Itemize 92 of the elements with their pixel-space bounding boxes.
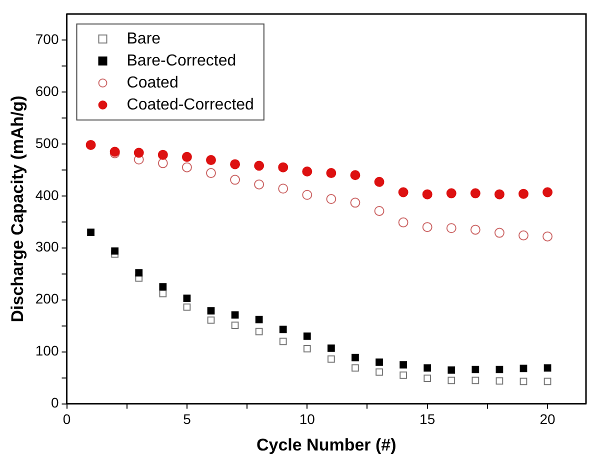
- point: [448, 366, 456, 374]
- point: [400, 361, 407, 368]
- point: [182, 152, 192, 162]
- point: [446, 223, 456, 234]
- point: [542, 231, 553, 242]
- point: [207, 316, 215, 324]
- point: [182, 162, 192, 172]
- point: [158, 150, 168, 160]
- legend-label: Coated-Corrected: [126, 96, 254, 114]
- y-axis-title: Discharge Capacity (mAh/g): [8, 96, 27, 322]
- point: [206, 155, 216, 166]
- point: [278, 162, 288, 172]
- point: [135, 269, 143, 277]
- y-tick-label: 300: [35, 238, 59, 255]
- legend-label: Bare-Corrected: [126, 52, 236, 70]
- point: [472, 366, 480, 374]
- point: [326, 168, 336, 178]
- point: [422, 189, 432, 200]
- point: [470, 188, 480, 198]
- x-axis-title: Cycle Number (#): [256, 435, 396, 454]
- point: [183, 294, 191, 302]
- point: [231, 311, 239, 319]
- point: [87, 228, 94, 236]
- point: [183, 303, 191, 311]
- point: [254, 160, 264, 171]
- legend-label: Coated: [126, 74, 178, 92]
- point: [159, 283, 167, 291]
- point: [542, 187, 553, 198]
- point: [496, 377, 504, 385]
- point: [376, 358, 383, 366]
- point: [446, 188, 456, 198]
- point: [254, 179, 264, 190]
- point: [494, 189, 504, 200]
- point: [470, 224, 480, 235]
- point: [520, 378, 528, 386]
- point: [544, 378, 552, 386]
- x-tick-label: 20: [540, 411, 556, 428]
- y-tick-label: 200: [35, 290, 59, 307]
- point: [158, 158, 168, 168]
- point: [86, 140, 96, 150]
- point: [352, 364, 359, 372]
- point: [374, 176, 384, 187]
- y-tick-label: 600: [35, 82, 59, 99]
- point: [230, 159, 240, 170]
- point: [520, 364, 528, 372]
- point: [230, 174, 240, 185]
- y-tick-label: 0: [50, 394, 59, 411]
- point: [278, 184, 288, 194]
- point: [398, 187, 408, 198]
- point: [207, 307, 215, 314]
- point: [422, 222, 432, 232]
- point: [448, 376, 456, 384]
- legend-label: Bare: [126, 30, 161, 48]
- point: [424, 374, 432, 382]
- point: [328, 355, 335, 363]
- point: [350, 170, 360, 180]
- point: [374, 206, 384, 216]
- point: [494, 228, 504, 238]
- point: [159, 290, 167, 298]
- y-tick-label: 500: [35, 134, 59, 151]
- x-tick-label: 0: [62, 411, 71, 428]
- y-tick-label: 700: [35, 30, 59, 47]
- x-tick-label: 15: [420, 411, 436, 428]
- point: [518, 188, 528, 199]
- point: [255, 316, 263, 324]
- point: [231, 322, 239, 329]
- point: [350, 198, 360, 208]
- point: [544, 364, 552, 372]
- point: [424, 364, 432, 372]
- point: [206, 168, 216, 178]
- x-tick-label: 10: [299, 411, 316, 428]
- point: [400, 372, 407, 379]
- point: [398, 217, 408, 228]
- point: [302, 166, 312, 176]
- point: [255, 328, 263, 336]
- x-tick-label: 5: [183, 411, 192, 428]
- point: [496, 366, 504, 374]
- point: [279, 338, 287, 346]
- point: [328, 344, 335, 352]
- point: [302, 190, 312, 200]
- point: [472, 376, 480, 384]
- point: [376, 368, 383, 376]
- point: [279, 326, 287, 334]
- point: [134, 148, 144, 158]
- point: [326, 194, 336, 204]
- point: [518, 230, 528, 240]
- point: [352, 354, 359, 362]
- point: [303, 345, 311, 352]
- point: [303, 332, 311, 340]
- y-tick-label: 100: [35, 342, 59, 359]
- y-tick-label: 400: [35, 186, 59, 203]
- point: [111, 247, 119, 255]
